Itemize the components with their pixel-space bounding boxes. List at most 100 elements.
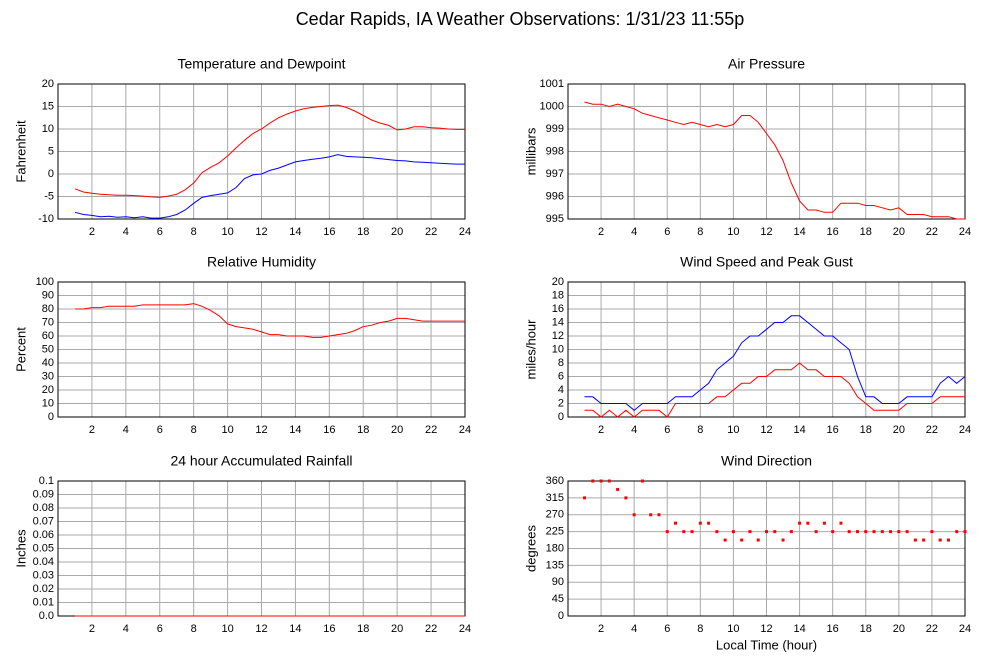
y-tick-label: 60	[42, 330, 54, 342]
x-tick-label: 20	[893, 226, 905, 238]
data-point	[955, 530, 959, 534]
data-point	[922, 538, 926, 542]
data-point	[583, 496, 587, 500]
x-tick-label: 8	[191, 226, 197, 238]
x-tick-label: 16	[323, 424, 335, 436]
x-tick-label: 10	[221, 424, 233, 436]
data-point	[905, 530, 909, 534]
y-tick-label: 0.01	[33, 596, 54, 608]
data-point	[616, 487, 620, 491]
y-tick-label: 2	[558, 397, 564, 409]
data-point	[690, 530, 694, 534]
data-point	[649, 513, 653, 517]
x-tick-label: 14	[289, 226, 301, 238]
x-tick-label: 6	[664, 623, 670, 635]
x-tick-label: 22	[926, 424, 938, 436]
data-point	[773, 530, 777, 534]
plot-frame	[567, 480, 966, 617]
y-tick-label: 998	[546, 145, 564, 157]
x-tick-label: 22	[425, 424, 437, 436]
x-tick-label: 20	[893, 424, 905, 436]
x-tick-label: 16	[827, 424, 839, 436]
x-tick-label: 6	[664, 424, 670, 436]
data-point	[847, 530, 851, 534]
data-point	[913, 538, 917, 542]
data-point	[855, 530, 859, 534]
y-axis-label: miles/hour	[523, 319, 538, 380]
y-tick-label: 315	[546, 492, 564, 504]
y-tick-label: 1001	[540, 78, 564, 90]
y-tick-label: 997	[546, 168, 564, 180]
x-tick-label: 12	[255, 226, 267, 238]
x-tick-label: 2	[598, 623, 604, 635]
y-axis-label: millibars	[523, 127, 538, 175]
x-tick-label: 14	[793, 623, 805, 635]
x-tick-label: 24	[459, 623, 471, 635]
x-tick-label: 24	[959, 623, 971, 635]
y-tick-label: 996	[546, 190, 564, 202]
data-point	[930, 530, 934, 534]
data-point	[682, 530, 686, 534]
y-axis-label: Percent	[13, 327, 28, 372]
y-tick-label: 0	[48, 411, 54, 423]
y-tick-label: 90	[42, 289, 54, 301]
data-point	[723, 538, 727, 542]
x-tick-label: 4	[631, 623, 637, 635]
x-tick-label: 18	[357, 623, 369, 635]
data-line	[584, 362, 965, 418]
y-tick-label: 0	[48, 168, 54, 180]
x-tick-label: 10	[727, 424, 739, 436]
x-tick-label: 2	[89, 424, 95, 436]
data-point	[731, 530, 735, 534]
x-axis-label: Local Time (hour)	[716, 637, 817, 652]
x-tick-label: 8	[191, 424, 197, 436]
x-tick-label: 18	[860, 623, 872, 635]
x-tick-label: 16	[827, 226, 839, 238]
y-tick-label: 180	[546, 542, 564, 554]
data-point	[872, 530, 876, 534]
x-tick-label: 10	[221, 226, 233, 238]
x-tick-label: 18	[860, 424, 872, 436]
x-tick-label: 8	[191, 623, 197, 635]
y-tick-label: 0.04	[33, 556, 54, 568]
x-tick-label: 2	[89, 623, 95, 635]
panel-title: Air Pressure	[728, 56, 805, 72]
data-point	[889, 530, 893, 534]
data-point	[698, 521, 702, 525]
data-point	[640, 479, 644, 483]
data-line	[75, 303, 465, 338]
panel-title: Temperature and Dewpoint	[177, 56, 345, 72]
data-point	[938, 538, 942, 542]
data-point	[765, 530, 768, 534]
data-point	[798, 521, 802, 525]
y-tick-label: 999	[546, 123, 564, 135]
data-point	[864, 530, 868, 534]
data-point	[806, 521, 810, 525]
data-point	[657, 513, 661, 517]
x-tick-label: 10	[221, 623, 233, 635]
data-point	[963, 530, 967, 534]
x-tick-label: 20	[391, 623, 403, 635]
data-point	[946, 538, 950, 542]
plot-frame	[57, 83, 466, 220]
y-tick-label: 20	[552, 276, 564, 288]
y-tick-label: 0.1	[39, 475, 54, 487]
x-tick-label: 6	[157, 424, 163, 436]
panel-title: Relative Humidity	[207, 254, 316, 270]
y-tick-label: 10	[552, 343, 564, 355]
data-line	[584, 315, 966, 411]
x-tick-label: 24	[459, 226, 471, 238]
y-tick-label: 100	[36, 276, 54, 288]
y-tick-label: -5	[44, 190, 54, 202]
x-tick-label: 12	[760, 424, 772, 436]
data-point	[740, 538, 744, 542]
x-tick-label: 2	[598, 424, 604, 436]
y-tick-label: 16	[552, 303, 564, 315]
data-point	[831, 530, 835, 534]
data-point	[880, 530, 884, 534]
data-point	[599, 479, 603, 483]
x-tick-label: 6	[157, 226, 163, 238]
